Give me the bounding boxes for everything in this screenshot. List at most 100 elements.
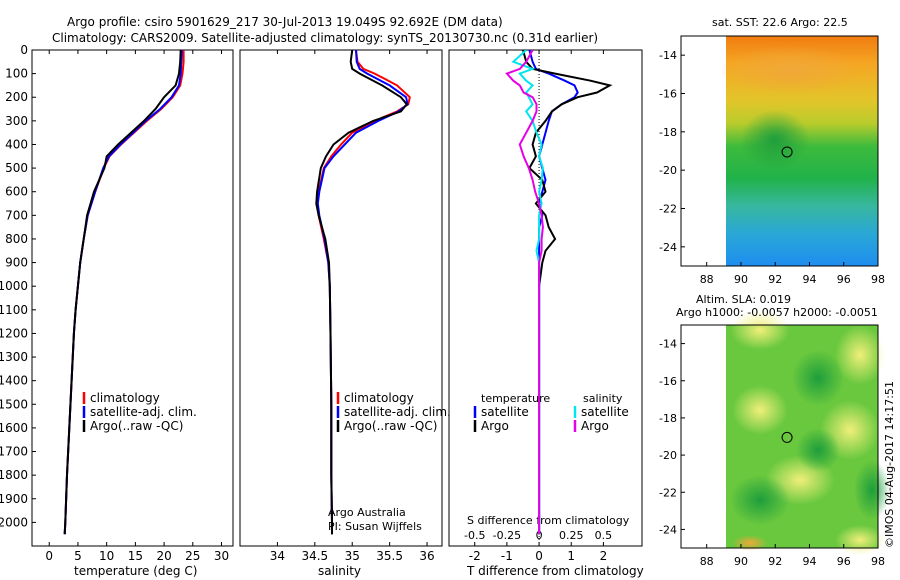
depth-tick-label: 2000 [0, 515, 28, 529]
sla-land-mask [681, 325, 726, 548]
depth-tick-label: 0 [20, 43, 28, 57]
sla-light-patch-1 [730, 310, 790, 350]
sla_map-xtick-label: 92 [768, 555, 782, 568]
depth-tick-label: 1900 [0, 492, 28, 506]
depth-tick-label: 1000 [0, 279, 28, 293]
salinity-legend-label: Argo(..raw -QC) [344, 419, 437, 433]
difference-panel [448, 49, 643, 547]
depth-tick-label: 1200 [0, 326, 28, 340]
depth-tick-label: 600 [5, 185, 28, 199]
depth-tick-label: 800 [5, 232, 28, 246]
sla_map-xtick-label: 88 [700, 555, 714, 568]
temperature-xtick-label: 5 [74, 549, 82, 563]
sla-map: Altim. SLA: 0.019 Argo h1000: -0.0057 h2… [676, 293, 890, 555]
sla-map-subtitle: Argo h1000: -0.0057 h2000: -0.0051 [676, 306, 878, 319]
difference-line-4 [505, 50, 544, 535]
salinity-series-group [315, 50, 411, 535]
sst_map-xtick-label: 92 [768, 273, 782, 286]
difference-xlabel-top: S difference from climatology [467, 514, 630, 527]
sst_map-xtick-label: 96 [837, 273, 851, 286]
salinity-panel [239, 49, 443, 547]
sst-map: sat. SST: 22.6 Argo: 22.5 [680, 16, 879, 267]
temperature-panel [31, 49, 234, 547]
sst-map-frame [680, 35, 879, 267]
depth-tick-label: 1800 [0, 468, 28, 482]
temperature-xtick-label: 10 [99, 549, 114, 563]
note-argo-australia: Argo Australia [328, 506, 406, 519]
sla_map-argo-marker [781, 431, 793, 443]
difference-line-1 [528, 50, 579, 535]
salinity-xtick-label: 34.5 [301, 549, 328, 563]
difference-series-group [505, 50, 613, 535]
difference-xtick-label: 1 [567, 549, 575, 563]
sst_map-ytick-label: -18 [659, 126, 677, 139]
sst_map-argo-marker [781, 146, 793, 158]
salinity-xtick-label: 35.5 [376, 549, 403, 563]
sla-light-patch-3 [732, 385, 788, 435]
depth-tick-label: 700 [5, 208, 28, 222]
sla-map-title: Altim. SLA: 0.019 [696, 293, 791, 306]
difference-legend-label: Argo [581, 419, 609, 433]
sla_map-ytick-label: -14 [659, 338, 677, 351]
difference-s-xtick-label: 0 [536, 529, 543, 542]
temperature-legend-label: satellite-adj. clim. [90, 405, 197, 419]
difference-s-xtick-label: 0.5 [595, 529, 613, 542]
difference-legend-sal-title: salinity [583, 392, 623, 405]
salinity-xtick-label: 35 [345, 549, 360, 563]
temperature-xlabel: temperature (deg C) [74, 564, 197, 578]
depth-tick-label: 1700 [0, 445, 28, 459]
salinity-line-3 [315, 50, 409, 535]
sla-light-patch-2 [835, 325, 885, 385]
depth-tick-label: 1300 [0, 350, 28, 364]
sst_map-ytick-label: -22 [659, 203, 677, 216]
header-line-2: Climatology: CARS2009. Satellite-adjuste… [52, 31, 598, 45]
difference-legend-label: satellite [581, 405, 629, 419]
sla-orange-patch [732, 535, 768, 551]
difference-xtick-label: -2 [469, 549, 481, 563]
depth-tick-label: 400 [5, 137, 28, 151]
difference-s-xtick-label: -0.25 [493, 529, 521, 542]
sst_map-ytick-label: -24 [659, 241, 677, 254]
depth-tick-label: 300 [5, 114, 28, 128]
sst_map-ytick-label: -20 [659, 164, 677, 177]
difference-line-2 [522, 50, 613, 535]
difference-xtick-label: 2 [600, 549, 608, 563]
difference-xlabel-bottom: T difference from climatology [466, 564, 644, 578]
sst-map-title: sat. SST: 22.6 Argo: 22.5 [712, 16, 848, 29]
sst_map-ytick-label: -16 [659, 88, 677, 101]
temperature-xtick-label: 15 [128, 549, 143, 563]
sst-land-mask [681, 36, 726, 266]
sla-dark-patch-2 [796, 428, 840, 472]
sla_map-ytick-label: -16 [659, 375, 677, 388]
salinity-xtick-label: 34 [270, 549, 285, 563]
difference-s-xtick-label: -0.5 [464, 529, 485, 542]
sst_map-xtick-label: 90 [734, 273, 748, 286]
depth-tick-label: 200 [5, 90, 28, 104]
sla_map-xtick-label: 90 [734, 555, 748, 568]
depth-tick-label: 500 [5, 161, 28, 175]
difference-legend-temp-title: temperature [481, 392, 550, 405]
note-pi: PI: Susan Wijffels [328, 520, 422, 533]
salinity-legend-label: satellite-adj. clim. [344, 405, 451, 419]
sla-dark-patch-3 [730, 475, 790, 525]
temperature-line-3 [63, 50, 182, 535]
sla-map-frame [680, 324, 879, 549]
sst_map-ytick-label: -14 [659, 49, 677, 62]
depth-tick-label: 1500 [0, 397, 28, 411]
difference-xtick-label: 0 [535, 549, 543, 563]
sla_map-ytick-label: -18 [659, 412, 677, 425]
sst_map-xtick-label: 94 [802, 273, 816, 286]
temperature-legend-label: Argo(..raw -QC) [90, 419, 183, 433]
temperature-legend-label: climatology [90, 391, 160, 405]
salinity-xtick-label: 36 [419, 549, 434, 563]
depth-tick-label: 900 [5, 256, 28, 270]
sla_map-ytick-label: -20 [659, 449, 677, 462]
difference-s-xtick-label: 0.25 [559, 529, 584, 542]
imos-credit: ©IMOS 04-Aug-2017 14:17:51 [883, 381, 896, 548]
depth-tick-label: 1600 [0, 421, 28, 435]
sst-green-tongue [740, 110, 810, 170]
sla_map-ytick-label: -24 [659, 523, 677, 536]
temperature-line-2 [63, 50, 183, 535]
depth-tick-label: 1100 [0, 303, 28, 317]
